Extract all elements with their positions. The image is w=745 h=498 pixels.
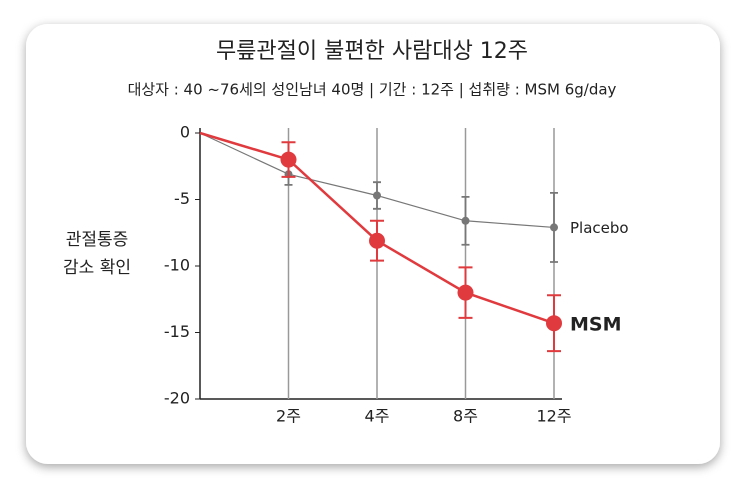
x-tick-label: 12주 xyxy=(536,407,571,426)
y-tick-label: -5 xyxy=(174,189,190,208)
y-tick-label: -10 xyxy=(164,256,190,275)
chart-subtitle: 대상자 : 40 ~76세의 성인남녀 40명 | 기간 : 12주 | 섭취량… xyxy=(128,81,617,99)
x-tick-label: 2주 xyxy=(276,407,301,426)
y-tick-label: -20 xyxy=(164,389,190,408)
data-point xyxy=(550,223,558,232)
y-axis-label: 감소 확인 xyxy=(63,258,131,278)
data-point xyxy=(280,151,297,168)
data-point xyxy=(373,191,381,200)
data-point xyxy=(546,315,562,332)
x-tick-label: 8주 xyxy=(453,407,478,426)
series-label: MSM xyxy=(570,314,622,336)
y-tick-label: 0 xyxy=(180,123,190,142)
data-point xyxy=(369,232,385,249)
chart-title: 무릎관절이 불편한 사람대상 12주 xyxy=(216,39,528,64)
y-axis-label: 관절통증 xyxy=(66,230,129,250)
x-tick-label: 4주 xyxy=(365,407,390,426)
data-point xyxy=(461,216,470,225)
y-tick-label: -15 xyxy=(164,322,190,341)
data-point xyxy=(457,284,474,301)
series-label: Placebo xyxy=(570,219,629,237)
